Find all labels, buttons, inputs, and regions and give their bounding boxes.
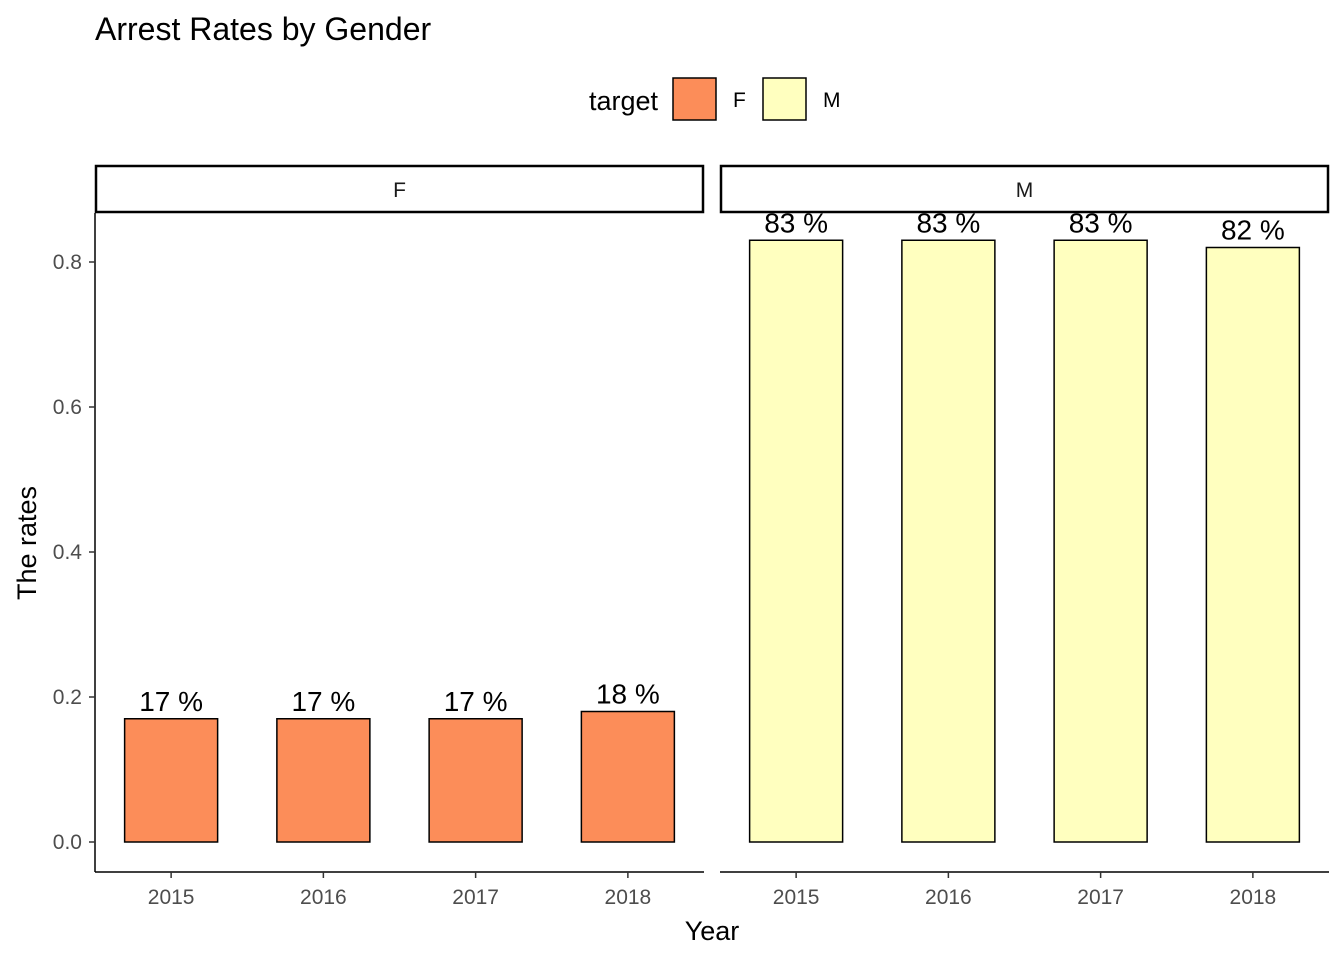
legend-key-f [672, 77, 717, 121]
facet-strip-label: M [1016, 179, 1034, 202]
data-label: 82 % [1221, 215, 1285, 246]
bar-f-2017 [428, 718, 523, 843]
data-label: 17 % [139, 686, 203, 717]
legend-label-m: M [823, 89, 841, 112]
facet-strip [719, 164, 1330, 214]
data-label: 18 % [596, 679, 660, 710]
y-tick-label: 0.0 [53, 831, 82, 854]
data-label: 17 % [444, 686, 508, 717]
facet-strip-label: F [393, 179, 406, 202]
y-tick-label: 0.8 [53, 251, 82, 274]
x-tick-label: 2018 [605, 886, 652, 909]
bar-f-2016 [276, 718, 371, 843]
x-tick-label: 2016 [925, 886, 972, 909]
y-tick-label: 0.6 [53, 396, 82, 419]
data-label: 17 % [291, 686, 355, 717]
x-tick-label: 2016 [300, 886, 347, 909]
y-tick-label: 0.2 [53, 686, 82, 709]
x-tick-label: 2015 [773, 886, 820, 909]
x-tick-label: 2017 [452, 886, 499, 909]
y-axis-title: The rates [12, 486, 42, 600]
facet-strip [94, 164, 705, 214]
bar-f-2015 [123, 718, 219, 843]
bar-m-2016 [901, 239, 996, 843]
legend-title: target [589, 86, 659, 116]
bar-m-2017 [1053, 239, 1148, 843]
bar-m-2015 [748, 239, 844, 843]
bar-m-2018 [1205, 246, 1301, 843]
x-tick-label: 2015 [148, 886, 195, 909]
legend-key-m [762, 77, 807, 121]
legend: target F M [589, 77, 841, 121]
x-tick-label: 2018 [1230, 886, 1277, 909]
chart-title: Arrest Rates by Gender [95, 11, 431, 47]
bar-f-2018 [580, 710, 676, 843]
facet-panel-f: 0.0 0.2 0.4 0.6 0.8 17 % 2015 17 % 2016 17 % 2017 1… [53, 164, 705, 909]
x-axis-title: Year [685, 916, 740, 946]
x-tick-label: 2017 [1077, 886, 1124, 909]
legend-label-f: F [733, 89, 746, 112]
y-tick-label: 0.4 [53, 541, 83, 564]
